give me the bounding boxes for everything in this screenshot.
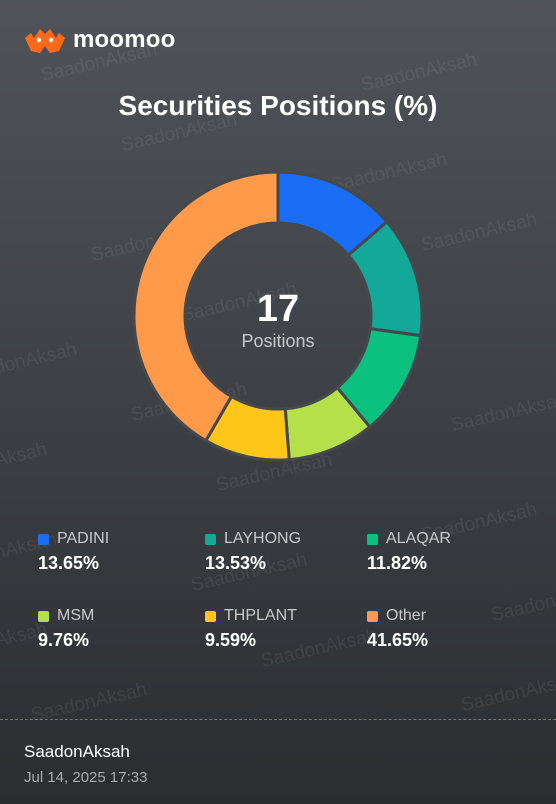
legend-swatch xyxy=(367,533,378,545)
legend-label: Other xyxy=(386,607,427,624)
watermark: SaadonAksah xyxy=(449,388,556,437)
legend-label: THPLANT xyxy=(224,607,297,624)
watermark: SaadonAksah xyxy=(419,208,540,257)
legend-item-msm: MSM 9.76% xyxy=(38,606,205,651)
legend-head: PADINI xyxy=(38,529,205,549)
legend-head: THPLANT xyxy=(205,606,367,626)
legend-swatch xyxy=(367,610,378,622)
bull-icon xyxy=(25,29,65,53)
legend-swatch xyxy=(205,533,216,545)
legend-head: Other xyxy=(367,606,527,626)
legend-percentage: 13.53% xyxy=(205,553,267,573)
legend-item-padini: PADINI 13.65% xyxy=(38,529,205,574)
legend-percentage: 13.65% xyxy=(38,553,100,573)
legend-item-thplant: THPLANT 9.59% xyxy=(205,606,367,651)
positions-count: 17 xyxy=(256,288,300,330)
brand-name: moomoo xyxy=(73,26,176,53)
footer-timestamp: Jul 14, 2025 17:33 xyxy=(24,769,148,786)
watermark: SaadonAksah xyxy=(0,438,50,487)
legend-label: PADINI xyxy=(57,530,110,547)
legend-percentage: 9.59% xyxy=(205,630,257,650)
watermark: SaadonAksah xyxy=(459,668,556,717)
legend-item-other: Other 41.65% xyxy=(367,606,527,651)
donut-chart xyxy=(132,170,424,462)
footer-username: SaadonAksah xyxy=(24,742,130,761)
legend-label: ALAQAR xyxy=(386,530,451,547)
legend-swatch xyxy=(205,610,216,622)
slice-other[interactable] xyxy=(132,170,280,443)
legend-swatch xyxy=(38,610,49,622)
legend-percentage: 9.76% xyxy=(38,630,90,650)
chart-title: Securities Positions (%) xyxy=(118,90,438,121)
positions-label: Positions xyxy=(241,331,315,351)
chart-legend: PADINI 13.65% LAYHONG 13.53% ALAQAR 11.82% MSM… xyxy=(38,529,538,651)
legend-head: LAYHONG xyxy=(205,529,367,549)
legend-head: MSM xyxy=(38,606,205,626)
legend-percentage: 11.82% xyxy=(367,553,428,573)
legend-item-layhong: LAYHONG 13.53% xyxy=(205,529,367,574)
moomoo-logo: moomoo xyxy=(23,24,176,56)
legend-item-alaqar: ALAQAR 11.82% xyxy=(367,529,527,574)
watermark: SaadonAksah xyxy=(0,338,80,387)
divider xyxy=(0,719,556,720)
legend-label: MSM xyxy=(57,607,95,624)
legend-swatch xyxy=(38,533,49,545)
legend-percentage: 41.65% xyxy=(367,630,429,650)
legend-label: LAYHONG xyxy=(224,530,302,547)
legend-head: ALAQAR xyxy=(367,529,527,549)
